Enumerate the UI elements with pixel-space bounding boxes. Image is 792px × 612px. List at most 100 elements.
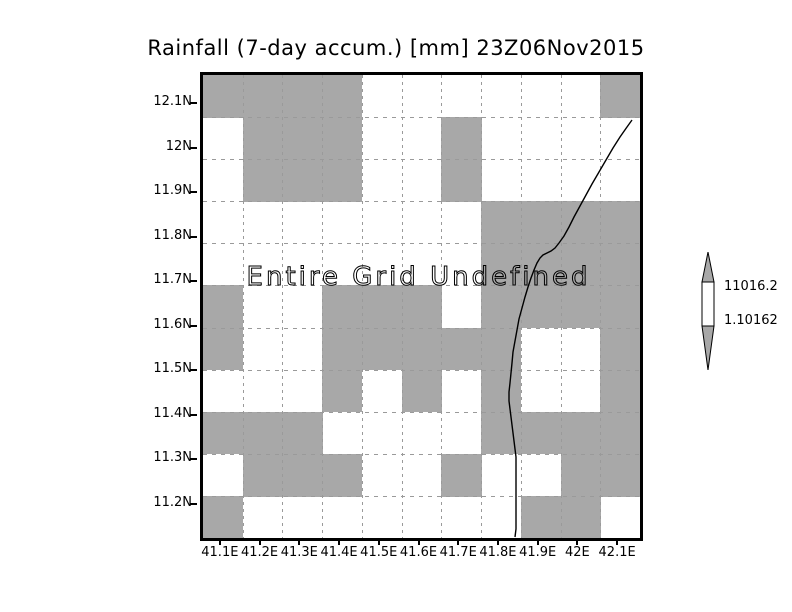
y-axis-label: 12N (165, 138, 192, 154)
y-axis-label: 11.8N (153, 227, 192, 243)
heatmap-cell (282, 411, 323, 455)
gridline-horizontal (203, 328, 640, 329)
heatmap-cell (242, 159, 284, 202)
heatmap-cell (560, 411, 601, 455)
gridline-vertical (441, 75, 442, 538)
heatmap-cell (361, 327, 403, 371)
gridline-vertical (282, 75, 283, 538)
x-axis-label: 41.2E (240, 545, 279, 560)
heatmap-cell (600, 453, 640, 497)
y-axis-label: 11.9N (153, 183, 192, 199)
y-axis-tick (190, 324, 197, 327)
x-axis-tick (457, 538, 460, 545)
heatmap-cell (600, 411, 640, 455)
y-axis-tick (190, 280, 197, 283)
x-axis-tick (298, 538, 301, 545)
y-axis-label: 11.4N (153, 405, 192, 421)
x-axis-label: 41.1E (201, 545, 239, 560)
x-axis-label: 42E (565, 545, 590, 560)
y-axis-label: 11.2N (153, 494, 192, 510)
colorbar-lower-cap-icon (701, 325, 715, 370)
x-axis-tick (338, 538, 341, 545)
gridline-vertical (402, 75, 403, 538)
heatmap-cell (322, 117, 363, 160)
x-axis-tick (417, 538, 420, 545)
y-axis-tick (190, 413, 197, 416)
colorbar[interactable] (694, 252, 726, 370)
heatmap-cell (520, 285, 562, 329)
heatmap-cell (600, 243, 640, 287)
heatmap-cell (441, 117, 482, 160)
heatmap-cell (441, 327, 482, 371)
gridline-vertical (600, 75, 601, 538)
heatmap-cell (481, 201, 522, 244)
gridline-vertical (561, 75, 562, 538)
gridline-horizontal (203, 496, 640, 497)
x-axis-label: 41.5E (360, 545, 398, 560)
gridline-vertical (322, 75, 323, 538)
x-axis-label: 42.1E (598, 545, 636, 560)
x-axis-label: 41.8E (479, 545, 517, 560)
heatmap-cell (560, 201, 601, 244)
x-axis-tick (258, 538, 261, 545)
y-axis-tick (190, 458, 197, 461)
heatmap-cell (481, 411, 522, 455)
heatmap-cell (401, 327, 442, 371)
x-axis-tick (536, 538, 539, 545)
heatmap-cell (242, 453, 284, 497)
heatmap-cell (282, 453, 323, 497)
x-axis-tick (576, 538, 579, 545)
heatmap-cell (282, 159, 323, 202)
heatmap-cell (242, 411, 284, 455)
heatmap-cell (441, 159, 482, 202)
gridline-horizontal (203, 285, 640, 286)
heatmap-cell (322, 75, 363, 118)
heatmap-cell (242, 75, 284, 118)
x-axis-tick (496, 538, 499, 545)
heatmap-cell (560, 285, 601, 329)
heatmap-cell (203, 75, 244, 118)
x-axis-label: 41.4E (320, 545, 358, 560)
gridline-horizontal (203, 412, 640, 413)
heatmap-cell (322, 159, 363, 202)
heatmap-cell (203, 285, 244, 329)
x-axis-label: 41.9E (519, 545, 557, 560)
heatmap-cell (322, 453, 363, 497)
gridline-vertical (243, 75, 244, 538)
x-axis-tick (377, 538, 380, 545)
x-axis-label: 41.6E (399, 545, 438, 560)
heatmap-cell (481, 369, 522, 413)
heatmap-cell (401, 285, 442, 329)
heatmap-cell (322, 327, 363, 371)
gridline-horizontal (203, 454, 640, 455)
heatmap-cell (322, 285, 363, 329)
heatmap-cell (401, 369, 442, 413)
gridline-vertical (521, 75, 522, 538)
heatmap-cell (481, 243, 522, 287)
heatmap-cell (560, 453, 601, 497)
gridline-horizontal (203, 159, 640, 160)
heatmap-cell (322, 369, 363, 413)
y-axis-tick (190, 191, 197, 194)
y-axis-label: 11.5N (153, 361, 192, 377)
y-axis-label: 11.7N (153, 272, 192, 288)
heatmap-cell (203, 495, 244, 538)
colorbar-upper-cap-icon (701, 252, 715, 283)
heatmap-cell (203, 327, 244, 371)
heatmap-cell (560, 495, 601, 538)
heatmap-cell (481, 327, 522, 371)
colorbar-upper-label: 11016.2 (724, 279, 778, 294)
colorbar-lower-label: 1.10162 (724, 313, 778, 328)
y-axis: 12.1N 12N 11.9N 11.8N 11.7N 11.6N 11.5N 11.4N 11… (0, 0, 192, 612)
plot-canvas (203, 75, 640, 538)
y-axis-tick (190, 102, 197, 105)
gridline-vertical (481, 75, 482, 538)
heatmap-cell (441, 453, 482, 497)
x-axis-label: 41.3E (280, 545, 318, 560)
heatmap-cell (203, 411, 244, 455)
heatmap-cell (600, 285, 640, 329)
heatmap-cell (520, 495, 562, 538)
heatmap-cell (520, 201, 562, 244)
page-title: Rainfall (7-day accum.) [mm] 23Z06Nov201… (147, 36, 645, 60)
heatmap-cell (600, 327, 640, 371)
